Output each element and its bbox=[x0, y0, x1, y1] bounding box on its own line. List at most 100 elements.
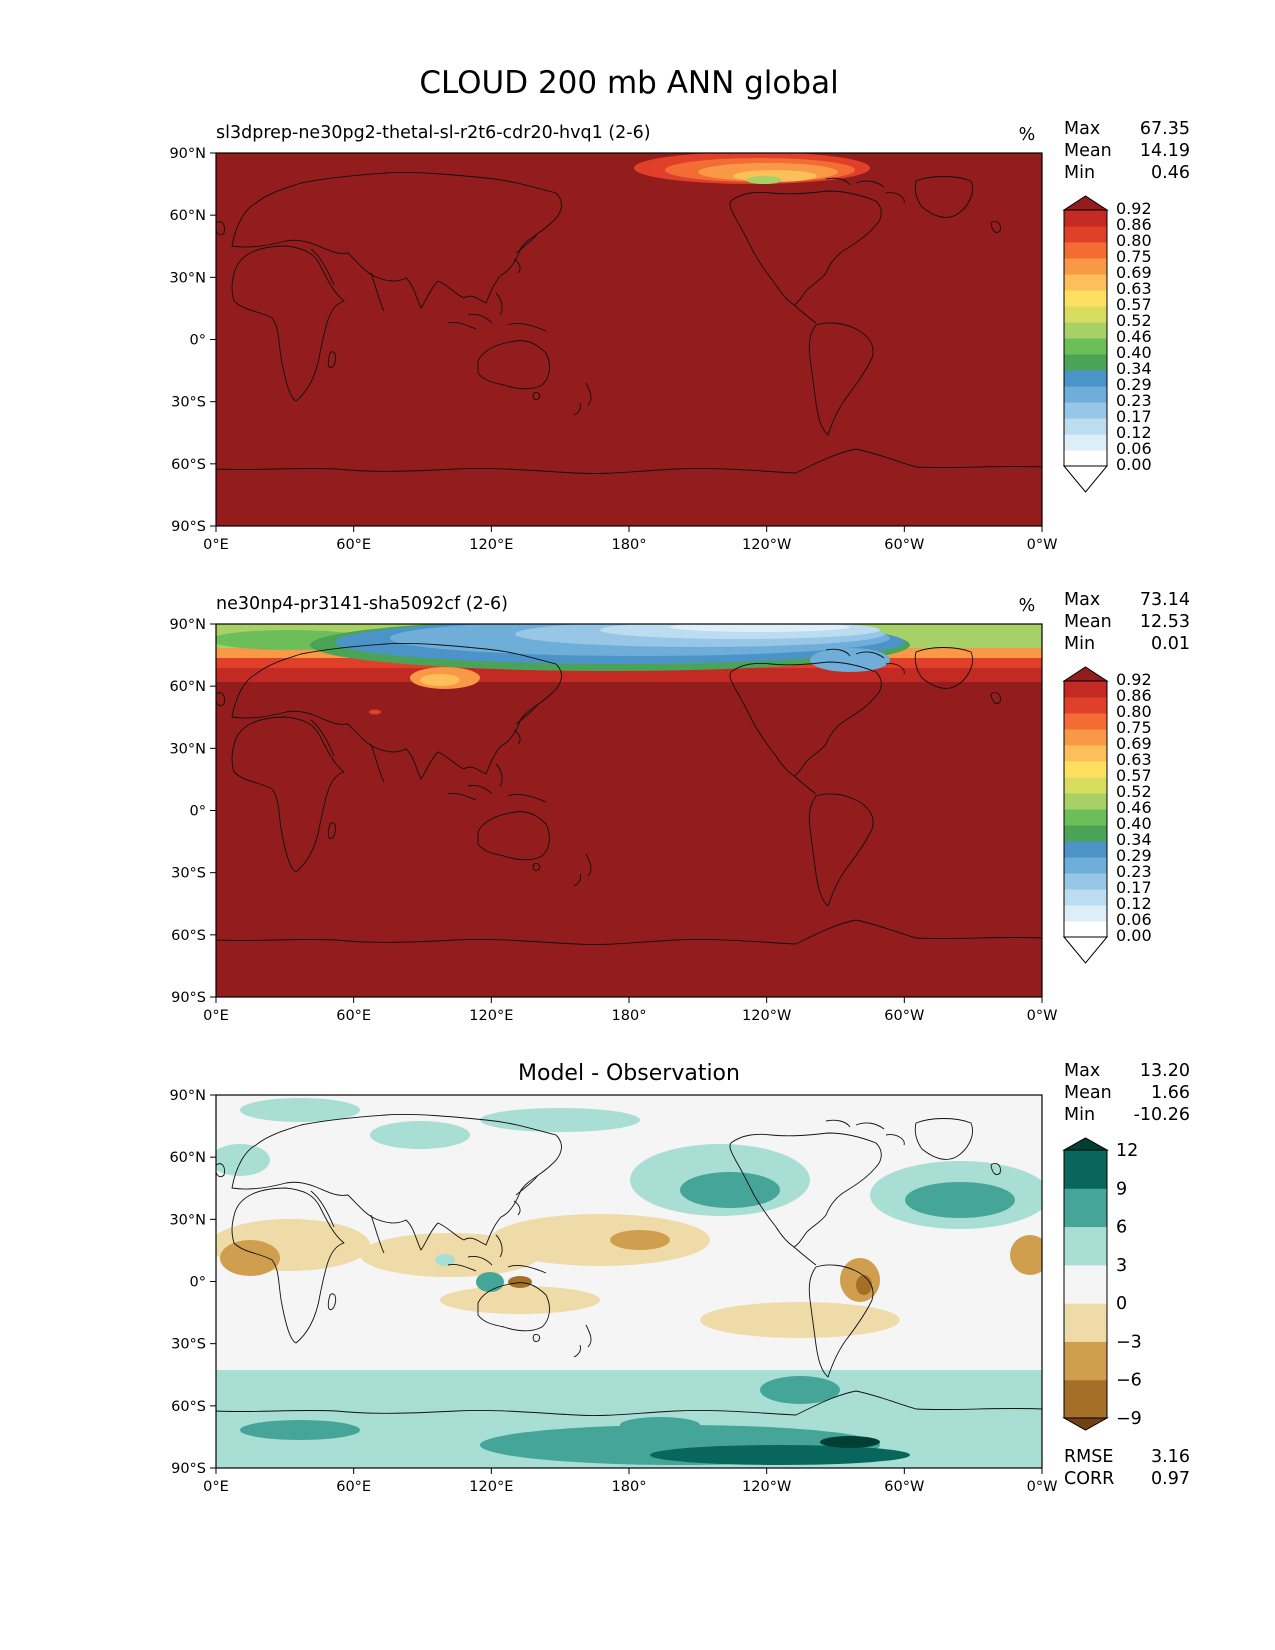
colorbar-segment bbox=[1064, 1379, 1107, 1419]
lat-tick-label: 0° bbox=[190, 804, 206, 820]
colorbar-tick-label: 0.92 bbox=[1116, 199, 1152, 218]
panel-3-colorbar: −9 −6 −3 0 3 6 9 12 bbox=[1062, 1137, 1142, 1431]
stat-mean-label: Mean bbox=[1064, 1083, 1112, 1103]
colorbar-extend-max bbox=[1062, 195, 1109, 211]
lon-tick-label: 120°E bbox=[469, 1479, 513, 1495]
panel-1-arctic-feature bbox=[634, 153, 870, 184]
colorbar-segment bbox=[1064, 290, 1107, 307]
stat-max-label: Max bbox=[1064, 119, 1100, 139]
lon-tick-label: 180° bbox=[612, 1008, 647, 1024]
colorbar-segment bbox=[1064, 1303, 1107, 1342]
panel-2-colorbar: 0.000.060.120.170.230.290.340.400.460.52… bbox=[1062, 666, 1152, 964]
lat-tick-label: 90°N bbox=[169, 146, 206, 162]
lat-tick-label: 60°S bbox=[171, 928, 206, 944]
stat-min-value: 0.01 bbox=[1151, 634, 1190, 654]
lat-tick-label: 30°S bbox=[171, 1337, 206, 1353]
colorbar-tick-label: 9 bbox=[1116, 1179, 1127, 1199]
lon-tick-label: 120°E bbox=[469, 1008, 513, 1024]
lon-tick-label: 0°E bbox=[203, 1479, 229, 1495]
panel-1-title: sl3dprep-ne30pg2-thetal-sl-r2t6-cdr20-hv… bbox=[216, 123, 651, 143]
lon-tick-label: 180° bbox=[612, 537, 647, 553]
panel-3: Model - Observation bbox=[169, 1061, 1190, 1495]
lon-tick-label: 60°E bbox=[336, 537, 371, 553]
corr-label: CORR bbox=[1064, 1469, 1114, 1489]
colorbar-segment bbox=[1064, 338, 1107, 355]
colorbar-segment bbox=[1064, 258, 1107, 275]
colorbar-segment bbox=[1064, 809, 1107, 826]
colorbar-tick-label: 0.17 bbox=[1116, 878, 1152, 897]
colorbar-outline bbox=[1063, 680, 1108, 938]
colorbar-tick-label: 0.57 bbox=[1116, 295, 1152, 314]
panel-3-stats: Max 13.20 Mean 1.66 Min -10.26 bbox=[1064, 1061, 1190, 1125]
lat-tick-label: 0° bbox=[190, 333, 206, 349]
colorbar-segment bbox=[1064, 1188, 1107, 1228]
colorbar-tick-label: 0.52 bbox=[1116, 311, 1152, 330]
lat-tick-label: 60°S bbox=[171, 457, 206, 473]
lon-tick-label: 0°W bbox=[1027, 1479, 1058, 1495]
colorbar-segment bbox=[1064, 905, 1107, 922]
colorbar-tick-label: 0.92 bbox=[1116, 670, 1152, 689]
colorbar-segment bbox=[1064, 402, 1107, 419]
colorbar-segment bbox=[1064, 745, 1107, 762]
colorbar-extend-max bbox=[1062, 1137, 1109, 1151]
lat-tick-label: 60°N bbox=[169, 1150, 206, 1166]
lat-tick-label: 60°N bbox=[169, 208, 206, 224]
lon-tick-label: 120°W bbox=[742, 1479, 791, 1495]
colorbar-tick-label: 0.12 bbox=[1116, 894, 1152, 913]
colorbar-tick-label: 12 bbox=[1116, 1141, 1138, 1161]
colorbar-segment bbox=[1064, 889, 1107, 906]
colorbar-tick-label: 0.69 bbox=[1116, 734, 1152, 753]
colorbar-tick-label: 0.12 bbox=[1116, 423, 1152, 442]
colorbar-segment bbox=[1064, 793, 1107, 810]
colorbar-tick-label: 0 bbox=[1116, 1294, 1127, 1314]
lon-tick-label: 0°E bbox=[203, 1008, 229, 1024]
lat-tick-label: 30°S bbox=[171, 395, 206, 411]
colorbar-segment bbox=[1064, 450, 1107, 467]
colorbar-tick-label: 6 bbox=[1116, 1218, 1127, 1238]
lon-tick-label: 60°E bbox=[336, 1008, 371, 1024]
colorbar-tick-label: 0.75 bbox=[1116, 247, 1152, 266]
rmse-label: RMSE bbox=[1064, 1447, 1113, 1467]
colorbar-tick-label: 0.17 bbox=[1116, 407, 1152, 426]
lat-tick-label: 60°N bbox=[169, 679, 206, 695]
panel-2-arctic-band bbox=[216, 624, 1042, 715]
colorbar-segment bbox=[1064, 386, 1107, 403]
colorbar-segment bbox=[1064, 681, 1107, 698]
panel-2-title: ne30np4-pr3141-sha5092cf (2-6) bbox=[216, 594, 508, 614]
lat-tick-label: 90°N bbox=[169, 1088, 206, 1104]
lat-tick-label: 90°N bbox=[169, 617, 206, 633]
colorbar-segment bbox=[1064, 857, 1107, 874]
colorbar-segment bbox=[1064, 713, 1107, 730]
stat-max-value: 67.35 bbox=[1140, 119, 1190, 139]
stat-mean-value: 14.19 bbox=[1140, 141, 1190, 161]
stat-max-label: Max bbox=[1064, 590, 1100, 610]
panel-1-units: % bbox=[1019, 125, 1036, 145]
figure-title: CLOUD 200 mb ANN global bbox=[419, 65, 838, 101]
colorbar-segment bbox=[1064, 761, 1107, 778]
colorbar-tick-label: 0.63 bbox=[1116, 279, 1152, 298]
corr-value: 0.97 bbox=[1151, 1469, 1190, 1489]
colorbar-segment bbox=[1064, 729, 1107, 746]
lon-tick-label: 120°W bbox=[742, 1008, 791, 1024]
colorbar-tick-label: 0.23 bbox=[1116, 391, 1152, 410]
colorbar-outline bbox=[1063, 1149, 1108, 1419]
colorbar-segment bbox=[1064, 354, 1107, 371]
lon-tick-label: 60°W bbox=[884, 537, 924, 553]
colorbar-tick-label: −6 bbox=[1116, 1371, 1142, 1391]
colorbar-tick-label: 0.06 bbox=[1116, 910, 1152, 929]
stat-mean-label: Mean bbox=[1064, 141, 1112, 161]
rmse-value: 3.16 bbox=[1151, 1447, 1190, 1467]
colorbar-tick-label: 0.34 bbox=[1116, 359, 1152, 378]
colorbar-tick-label: 0.34 bbox=[1116, 830, 1152, 849]
colorbar-tick-label: 0.29 bbox=[1116, 375, 1152, 394]
panel-1-map bbox=[216, 153, 1042, 526]
lat-tick-label: 0° bbox=[190, 1275, 206, 1291]
colorbar-extend-min bbox=[1062, 936, 1109, 964]
lon-tick-label: 60°W bbox=[884, 1008, 924, 1024]
lat-tick-label: 30°N bbox=[169, 1212, 206, 1228]
colorbar-segment bbox=[1064, 306, 1107, 323]
colorbar-segment bbox=[1064, 921, 1107, 938]
colorbar-tick-label: −9 bbox=[1116, 1409, 1142, 1429]
colorbar-extend-max bbox=[1062, 666, 1109, 682]
lon-tick-label: 0°E bbox=[203, 537, 229, 553]
